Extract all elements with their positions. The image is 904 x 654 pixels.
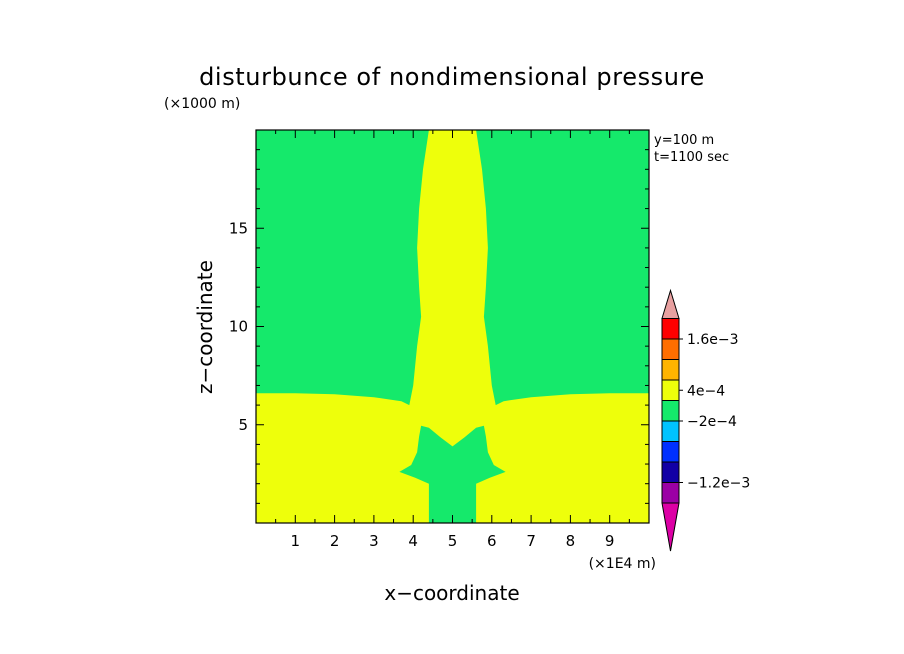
y-axis-title: z−coordinate: [193, 260, 217, 394]
x-axis-ticks: 1 2 3 4 5 6 7 8 9: [255, 130, 650, 550]
x-tick-label: 6: [487, 532, 497, 550]
colorbar-segment: [661, 318, 680, 340]
x-tick-label: 1: [291, 532, 301, 550]
x-tick-label: 4: [408, 532, 418, 550]
colorbar-segment: [661, 441, 680, 463]
x-tick-label: 2: [330, 532, 340, 550]
x-tick-label: 9: [605, 532, 615, 550]
x-unit-label: (×1E4 m): [589, 556, 656, 572]
colorbar-segment: [661, 359, 680, 381]
plot-area: [255, 129, 650, 524]
x-tick-label: 5: [448, 532, 458, 550]
y-axis-ticks: 5 10 15: [229, 129, 649, 524]
colorbar: −1.2e−3 −2e−4 4e−4 1.6e−3: [661, 288, 750, 552]
x-tick-label: 7: [526, 532, 536, 550]
info-t-line: t=1100 sec: [654, 150, 729, 165]
colorbar-label: −1.2e−3: [687, 476, 750, 492]
colorbar-segment: [661, 379, 680, 401]
x-tick-label: 3: [369, 532, 379, 550]
contour-region-yellow-field: [256, 130, 649, 523]
colorbar-segment: [661, 482, 680, 504]
y-tick-label: 5: [238, 416, 248, 434]
info-y-line: y=100 m: [654, 133, 714, 148]
colorbar-lower-extension: [661, 502, 680, 552]
colorbar-label: 1.6e−3: [687, 332, 739, 348]
contour-region-green-core: [399, 425, 506, 523]
colorbar-label: 4e−4: [687, 383, 725, 399]
chart-title: disturbunce of nondimensional pressure: [199, 63, 705, 91]
colorbar-segment: [661, 338, 680, 360]
y-tick-label: 10: [229, 318, 248, 336]
colorbar-label: −2e−4: [687, 414, 737, 430]
y-unit-label: (×1000 m): [164, 96, 240, 112]
colorbar-segment: [661, 400, 680, 422]
y-tick-label: 15: [229, 219, 248, 237]
x-axis-title: x−coordinate: [384, 581, 519, 605]
colorbar-upper-extension: [661, 288, 680, 319]
colorbar-segment: [661, 420, 680, 442]
x-tick-label: 8: [566, 532, 576, 550]
colorbar-segment: [661, 461, 680, 483]
